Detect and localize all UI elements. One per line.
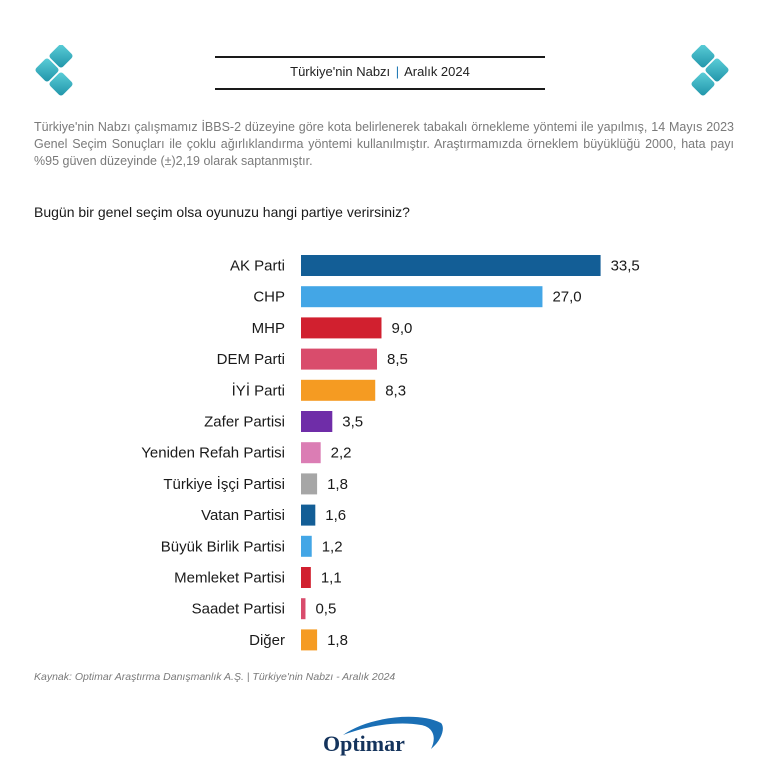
bar — [301, 504, 316, 526]
chart-title: Bugün bir genel seçim olsa oyunuzu hangi… — [34, 204, 410, 220]
source-note: Kaynak: Optimar Araştırma Danışmanlık A.… — [34, 671, 396, 683]
bar — [301, 411, 333, 432]
bar — [301, 535, 312, 557]
header-separator: | — [395, 64, 400, 79]
value-label: 0,5 — [315, 601, 336, 618]
value-label: 8,5 — [387, 351, 408, 368]
value-label: 2,2 — [331, 445, 352, 462]
header-divider-top — [215, 56, 545, 58]
category-label: Yeniden Refah Partisi — [141, 445, 285, 462]
bar — [301, 379, 376, 401]
category-label: Büyük Birlik Partisi — [161, 538, 285, 555]
swoosh-icon — [343, 716, 443, 749]
header-divider-bottom — [215, 88, 545, 90]
value-label: 1,8 — [327, 476, 348, 493]
value-label: 9,0 — [391, 320, 412, 337]
value-label: 27,0 — [552, 289, 581, 306]
header-title: Türkiye'nin Nabzı | Aralık 2024 — [215, 64, 545, 79]
category-label: DEM Parti — [217, 351, 285, 368]
bar — [301, 286, 543, 308]
category-label: CHP — [253, 289, 285, 306]
value-label: 3,5 — [342, 414, 363, 431]
value-label: 1,1 — [321, 570, 342, 587]
category-label: Memleket Partisi — [174, 570, 285, 587]
value-label: 1,8 — [327, 632, 348, 649]
header-band: Türkiye'nin Nabzı | Aralık 2024 — [215, 56, 545, 90]
category-label: Diğer — [249, 632, 285, 649]
optimar-logo: Optimar — [323, 713, 448, 759]
bar-chart: AK Parti 33,5 CHP 27,0 MHP 9,0 DEM Parti 8,5 İYİ… — [141, 255, 640, 651]
category-label: AK Parti — [230, 258, 285, 275]
header-title-text: Türkiye'nin Nabzı — [290, 64, 391, 79]
bar — [301, 473, 318, 495]
category-label: Türkiye İşçi Partisi — [163, 475, 285, 493]
value-label: 33,5 — [611, 258, 640, 275]
category-label: Zafer Partisi — [204, 414, 285, 431]
category-label: İYİ Parti — [232, 381, 285, 399]
brand-name: Optimar — [323, 731, 405, 756]
methodology-text: Türkiye'nin Nabzı çalışmamız İBBS-2 düze… — [34, 120, 734, 168]
bar — [301, 629, 318, 651]
value-label: 8,3 — [385, 382, 406, 399]
bar — [301, 442, 321, 464]
category-label: Vatan Partisi — [201, 507, 285, 524]
category-label: Saadet Partisi — [192, 601, 285, 618]
header-date: Aralık 2024 — [404, 64, 470, 79]
bar — [301, 317, 382, 339]
bar — [301, 255, 601, 276]
diamond-logo-icon — [691, 45, 729, 96]
bar — [301, 348, 378, 370]
bar — [301, 567, 311, 588]
value-label: 1,2 — [322, 538, 343, 555]
diamond-logo-icon — [35, 45, 73, 96]
category-label: MHP — [252, 320, 285, 337]
value-label: 1,6 — [325, 507, 346, 524]
bar — [301, 598, 306, 620]
